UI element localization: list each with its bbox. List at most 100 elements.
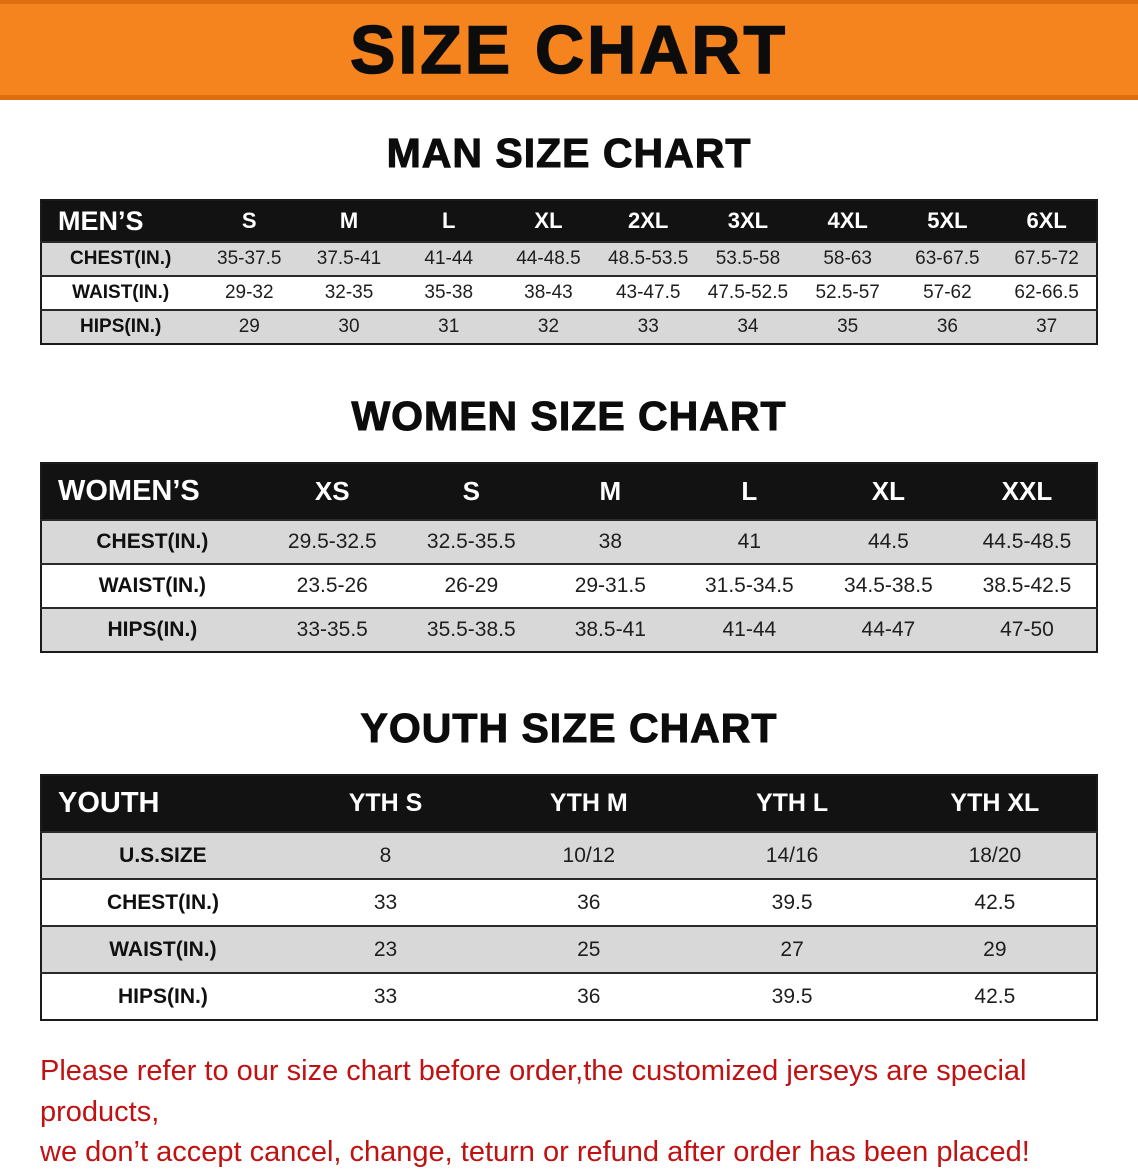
row-label-cell: CHEST(IN.) (106, 890, 219, 914)
value-cell: 43-47.5 (615, 282, 681, 303)
value-cell: 25 (577, 937, 601, 961)
size-header-cell: 2XL (598, 200, 699, 242)
value-cell: 35-37.5 (217, 248, 282, 269)
value-cell: 30 (338, 316, 360, 337)
value-cell: 32-35 (324, 282, 374, 303)
value-cell: 53.5-58 (715, 248, 781, 269)
row-label-cell: CHEST(IN.) (96, 530, 209, 553)
page-title: SIZE CHART (349, 11, 788, 89)
women-size-table: WOMEN’S XS S M L XL XXL CHEST(IN.) 29.5-32.5 32.5… (40, 462, 1098, 653)
value-cell: 38 (598, 530, 622, 553)
value-cell: 29-32 (224, 282, 274, 303)
value-cell: 47-50 (1000, 618, 1054, 641)
size-header-cell: L (679, 463, 819, 520)
value-cell: 37.5-41 (316, 248, 382, 269)
row-label-cell: U.S.SIZE (119, 843, 207, 867)
value-cell: 29.5-32.5 (287, 530, 377, 553)
table-title-cell: WOMEN’S (41, 463, 263, 520)
value-cell: 42.5 (974, 984, 1016, 1008)
value-cell: 62-66.5 (1014, 282, 1079, 303)
value-cell: 44-47 (861, 618, 916, 641)
men-size-table: MEN’S S M L XL 2XL 3XL 4XL 5XL 6XL CHEST(IN.) 35-37… (40, 199, 1098, 345)
size-header-cell: YTH L (690, 775, 894, 832)
value-cell: 44-48.5 (516, 248, 581, 269)
size-header-cell: YTH S (283, 775, 488, 832)
size-header-cell: 6XL (997, 200, 1097, 242)
value-cell: 58-63 (823, 248, 872, 269)
men-section-heading: MAN SIZE CHART (386, 130, 752, 177)
value-cell: 18/20 (968, 843, 1022, 867)
disclaimer-line-1: Please refer to our size chart before or… (40, 1055, 1027, 1128)
value-cell: 39.5 (771, 890, 813, 914)
disclaimer-text: Please refer to our size chart before or… (40, 1051, 1096, 1173)
youth-size-table: YOUTH YTH S YTH M YTH L YTH XL U.S.SIZE 8 10/12… (40, 774, 1098, 1021)
size-header-cell: YTH M (487, 775, 691, 832)
size-chart-content: MAN SIZE CHART MEN’S S M L XL 2XL 3XL 4XL 5XL 6XL… (0, 130, 1138, 1173)
youth-size-section: YOUTH SIZE CHART YOUTH YTH S YTH M YTH L YTH… (0, 705, 1138, 1021)
size-header-cell: XS (262, 463, 402, 520)
value-cell: 33-35.5 (296, 618, 368, 641)
table-row: CHEST(IN.) 29.5-32.5 32.5-35.5 38 41 44.5 44.5… (41, 520, 1097, 564)
row-label-cell: WAIST(IN.) (109, 937, 217, 961)
value-cell: 31.5-34.5 (704, 574, 794, 597)
value-cell: 38.5-42.5 (982, 574, 1072, 597)
table-row: CHEST(IN.) 33 36 39.5 42.5 (41, 879, 1097, 926)
value-cell: 34 (737, 316, 759, 337)
value-cell: 39.5 (771, 984, 813, 1008)
size-header-cell: XL (498, 200, 599, 242)
women-size-section: WOMEN SIZE CHART WOMEN’S XS S M L XL XXL CHEST(… (0, 393, 1138, 653)
size-header-cell: M (540, 463, 680, 520)
table-row: U.S.SIZE 8 10/12 14/16 18/20 (41, 832, 1097, 879)
row-label-cell: HIPS(IN.) (107, 618, 198, 641)
value-cell: 27 (780, 937, 804, 961)
value-cell: 41-44 (722, 618, 777, 641)
value-cell: 36 (936, 316, 958, 337)
value-cell: 23.5-26 (296, 574, 368, 597)
row-label-cell: WAIST(IN.) (98, 574, 207, 597)
value-cell: 57-62 (923, 282, 972, 303)
table-title-cell: YOUTH (41, 775, 284, 832)
size-header-cell: S (401, 463, 541, 520)
value-cell: 52.5-57 (815, 282, 880, 303)
value-cell: 33 (373, 984, 398, 1008)
value-cell: 47.5-52.5 (707, 282, 789, 303)
table-row: WAIST(IN.) 23 25 27 29 (41, 926, 1097, 973)
value-cell: 26-29 (444, 574, 499, 597)
value-cell: 48.5-53.5 (608, 248, 689, 269)
table-row: HIPS(IN.) 33 36 39.5 42.5 (41, 973, 1097, 1020)
banner: SIZE CHART (0, 0, 1138, 100)
value-cell: 44.5-48.5 (982, 530, 1072, 553)
row-label-cell: WAIST(IN.) (72, 282, 170, 303)
disclaimer-line-2: we don’t accept cancel, change, teturn o… (40, 1136, 1030, 1169)
value-cell: 38.5-41 (574, 618, 646, 641)
row-label-cell: HIPS(IN.) (118, 984, 208, 1008)
size-header-cell: L (398, 200, 499, 242)
size-header-cell: 3XL (698, 200, 798, 242)
value-cell: 42.5 (974, 890, 1016, 914)
value-cell: 38-43 (524, 282, 573, 303)
size-header-cell: 4XL (797, 200, 898, 242)
table-row: WAIST(IN.) 29-32 32-35 35-38 38-43 43-47.5 47.… (41, 276, 1097, 310)
size-header-cell: M (299, 200, 399, 242)
value-cell: 32 (537, 316, 560, 337)
youth-section-heading: YOUTH SIZE CHART (360, 705, 778, 752)
table-header-row: YOUTH YTH S YTH M YTH L YTH XL (41, 775, 1097, 832)
value-cell: 37 (1036, 316, 1058, 337)
row-label-cell: CHEST(IN.) (70, 248, 172, 269)
row-label-cell: HIPS(IN.) (80, 316, 162, 337)
table-row: CHEST(IN.) 35-37.5 37.5-41 41-44 44-48.5 48.5… (41, 242, 1097, 276)
value-cell: 35-38 (424, 282, 474, 303)
value-cell: 32.5-35.5 (426, 530, 516, 553)
table-header-row: MEN’S S M L XL 2XL 3XL 4XL 5XL 6XL (41, 200, 1097, 242)
value-cell: 41 (737, 530, 762, 553)
table-row: WAIST(IN.) 23.5-26 26-29 29-31.5 31.5-34.5 34… (41, 564, 1097, 608)
value-cell: 41-44 (424, 248, 474, 269)
value-cell: 35.5-38.5 (426, 618, 516, 641)
size-header-cell: S (199, 200, 300, 242)
value-cell: 14/16 (765, 843, 819, 867)
table-row: HIPS(IN.) 33-35.5 35.5-38.5 38.5-41 41-44 44-… (41, 608, 1097, 652)
table-title-cell: MEN’S (41, 200, 200, 242)
value-cell: 29-31.5 (574, 574, 646, 597)
value-cell: 29 (983, 937, 1007, 961)
value-cell: 8 (379, 843, 392, 867)
